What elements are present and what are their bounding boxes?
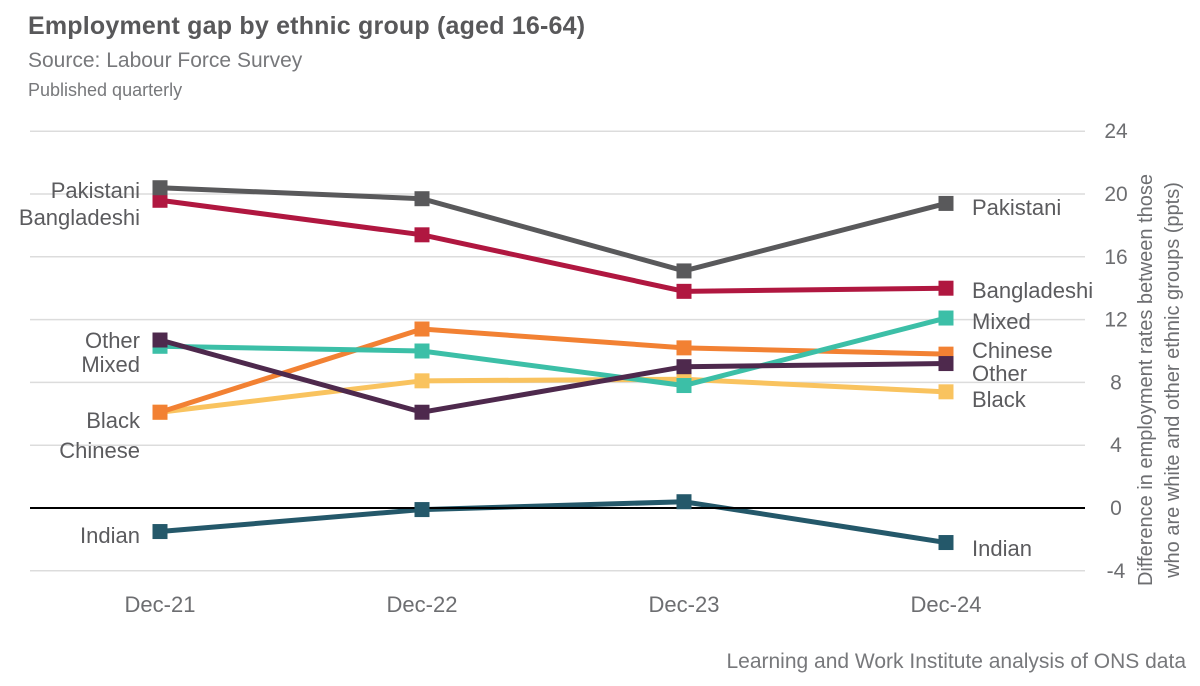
series-label-left-chinese: Chinese [59, 438, 140, 463]
series-label-right-pakistani: Pakistani [972, 195, 1061, 220]
data-point-other-dec-21 [152, 332, 168, 348]
y-axis-title-line-1: Difference in employment rates between t… [1135, 174, 1157, 586]
y-tick-label: 12 [1104, 309, 1127, 332]
series-label-left-mixed: Mixed [81, 352, 140, 377]
series-label-right-indian: Indian [972, 536, 1032, 561]
data-point-pakistani-dec-21 [152, 180, 168, 196]
data-point-bangladeshi-dec-23 [676, 283, 692, 299]
data-point-indian-dec-21 [152, 524, 168, 540]
data-point-other-dec-24 [938, 356, 954, 372]
data-point-bangladeshi-dec-22 [414, 227, 430, 243]
series-line-indian [159, 499, 947, 546]
data-point-chinese-dec-22 [414, 321, 430, 337]
y-tick-label: 16 [1104, 246, 1127, 269]
data-point-mixed-dec-23 [676, 378, 692, 394]
data-point-chinese-dec-21 [152, 404, 168, 420]
data-point-mixed-dec-24 [938, 310, 954, 326]
series-label-right-mixed: Mixed [972, 309, 1031, 334]
chart-source-subtitle: Source: Labour Force Survey [28, 49, 303, 72]
y-axis-title-line-2: who are white and other ethnic groups (p… [1162, 182, 1184, 579]
y-tick-label: 20 [1104, 183, 1127, 206]
data-point-indian-dec-22 [414, 502, 430, 518]
data-point-other-dec-22 [414, 404, 430, 420]
y-tick-label: 0 [1110, 497, 1122, 520]
series-label-right-chinese: Chinese [972, 338, 1053, 363]
series-line-mixed [159, 315, 947, 389]
series-line-pakistani [159, 185, 947, 274]
y-tick-label: 4 [1110, 434, 1122, 457]
series-line-bangladeshi [159, 197, 947, 294]
series-label-left-other: Other [85, 328, 140, 353]
data-point-bangladeshi-dec-21 [152, 192, 168, 208]
series-line-black [159, 376, 947, 415]
y-tick-label: -4 [1107, 560, 1126, 583]
y-tick-label: 8 [1110, 371, 1122, 394]
series-label-right-black: Black [972, 387, 1027, 412]
series-label-left-indian: Indian [80, 523, 140, 548]
series-label-left-pakistani: Pakistani [51, 178, 140, 203]
series-label-right-bangladeshi: Bangladeshi [972, 278, 1093, 303]
page-title: Employment gap by ethnic group (aged 16-… [28, 12, 586, 40]
series-label-left-bangladeshi: Bangladeshi [19, 205, 140, 230]
data-point-bangladeshi-dec-24 [938, 280, 954, 296]
data-point-black-dec-24 [938, 384, 954, 400]
chart-attribution: Learning and Work Institute analysis of … [726, 650, 1186, 673]
data-point-pakistani-dec-24 [938, 195, 954, 211]
data-point-other-dec-23 [676, 359, 692, 375]
y-tick-label: 24 [1104, 120, 1128, 143]
series-label-left-black: Black [86, 408, 141, 433]
chart-frequency-note: Published quarterly [28, 80, 183, 100]
x-tick-label-dec-23: Dec-23 [649, 592, 720, 617]
data-point-indian-dec-23 [676, 494, 692, 510]
data-point-black-dec-22 [414, 373, 430, 389]
data-point-pakistani-dec-23 [676, 263, 692, 279]
x-tick-label-dec-21: Dec-21 [125, 592, 196, 617]
series-line-other [159, 337, 947, 415]
data-point-chinese-dec-23 [676, 340, 692, 356]
data-point-pakistani-dec-22 [414, 191, 430, 207]
series-label-right-other: Other [972, 361, 1027, 386]
data-point-mixed-dec-22 [414, 343, 430, 359]
x-tick-label-dec-24: Dec-24 [911, 592, 982, 617]
x-tick-label-dec-22: Dec-22 [387, 592, 458, 617]
data-point-indian-dec-24 [938, 535, 954, 551]
